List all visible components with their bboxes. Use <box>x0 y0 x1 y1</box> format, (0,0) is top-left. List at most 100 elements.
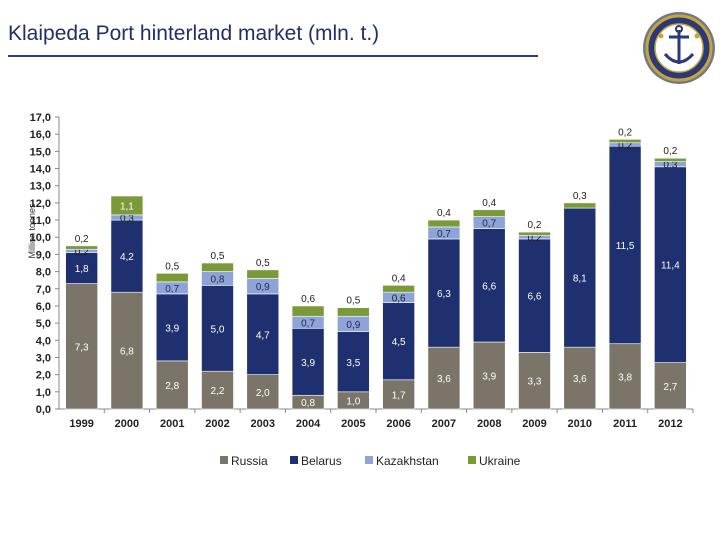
data-label-kazakhstan-2000: 0,3 <box>120 213 134 224</box>
data-label-kazakhstan-2001: 0,7 <box>165 284 179 295</box>
bar-ukraine-2005 <box>337 307 370 317</box>
data-label-kazakhstan-2004: 0,7 <box>301 318 315 329</box>
data-label-russia-2004: 0,8 <box>301 398 315 409</box>
y-tick-label: 12,0 <box>30 198 51 210</box>
data-label-ukraine-2001: 0,5 <box>165 261 179 272</box>
x-ticks: 1999 2000 2001 2002 2003 2004 2005 2006 2007 2008… <box>69 409 694 430</box>
x-tick-label: 1999 <box>69 418 93 430</box>
y-tick-label: 5,0 <box>36 318 51 330</box>
bar-russia-2011 <box>608 343 642 410</box>
y-ticks: 0,0 1,0 2,0 3,0 4,0 5,0 6,0 7,0 8,0 9,0 10,0 11,0 12… <box>30 112 59 416</box>
y-tick-label: 6,0 <box>36 301 51 313</box>
x-tick-label: 2002 <box>205 418 229 430</box>
bar-russia-2009 <box>518 352 551 410</box>
x-tick-label: 2010 <box>568 418 592 430</box>
y-tick-label: 0,0 <box>36 404 51 416</box>
bar-ukraine-2000 <box>110 195 144 216</box>
legend-label-russia: Russia <box>231 454 268 468</box>
data-label-belarus-2009: 6,6 <box>528 292 542 303</box>
y-tick-label: 13,0 <box>30 181 51 193</box>
title-underline <box>8 55 538 57</box>
data-label-kazakhstan-2005: 0,9 <box>346 320 360 331</box>
data-label-belarus-2000: 4,2 <box>120 252 134 263</box>
bar-russia-2001 <box>155 360 189 410</box>
y-tick-label: 17,0 <box>30 112 51 124</box>
bar-ukraine-2004 <box>291 305 325 317</box>
data-label-kazakhstan-2002: 0,8 <box>211 274 225 285</box>
bar-belarus-2007 <box>427 238 461 348</box>
y-tick-label: 1,0 <box>36 387 51 399</box>
bar-belarus-2011 <box>608 145 642 345</box>
y-tick-label: 3,0 <box>36 352 51 364</box>
data-label-belarus-2011: 11,5 <box>616 241 635 252</box>
legend-swatch-kazakhstan <box>365 456 373 464</box>
x-tick-label: 2003 <box>251 418 275 430</box>
x-tick-label: 2006 <box>386 418 410 430</box>
x-tick-label: 2008 <box>477 418 501 430</box>
bar-ukraine-2009 <box>518 231 551 236</box>
data-label-belarus-2007: 6,3 <box>437 289 451 300</box>
data-label-belarus-2003: 4,7 <box>256 330 270 341</box>
data-label-russia-2009: 3,3 <box>528 377 542 388</box>
data-label-kazakhstan-2009: 0,2 <box>528 233 542 244</box>
bar-belarus-2006 <box>382 302 415 381</box>
data-label-ukraine-2003: 0,5 <box>256 258 270 269</box>
legend-label-kazakhstan: Kazakhstan <box>376 454 439 468</box>
data-label-russia-2010: 3,6 <box>573 374 587 385</box>
y-tick-label: 14,0 <box>30 164 51 176</box>
data-label-kazakhstan-2008: 0,7 <box>482 219 496 230</box>
data-label-belarus-2004: 3,9 <box>301 358 315 369</box>
y-tick-label: 15,0 <box>30 146 51 158</box>
data-label-russia-2000: 6,8 <box>120 347 134 358</box>
data-label-belarus-2001: 3,9 <box>165 323 179 334</box>
bar-russia-1999 <box>65 283 98 410</box>
data-label-belarus-2008: 6,6 <box>482 281 496 292</box>
bar-belarus-2009 <box>518 238 551 353</box>
data-label-belarus-2012: 11,4 <box>661 261 680 272</box>
data-label-russia-2002: 2,2 <box>211 386 225 397</box>
data-label-ukraine-2009: 0,2 <box>528 220 542 231</box>
y-tick-label: 9,0 <box>36 249 51 261</box>
x-tick-label: 2009 <box>522 418 546 430</box>
bar-ukraine-2002 <box>201 262 234 272</box>
bar-ukraine-2011 <box>608 139 642 144</box>
data-label-ukraine-2005: 0,5 <box>346 296 360 307</box>
bar-russia-2007 <box>427 346 461 410</box>
page-title: Klaipeda Port hinterland market (mln. t.… <box>8 22 380 45</box>
bar-belarus-2010 <box>563 207 597 348</box>
bar-russia-2002 <box>201 370 234 410</box>
bar-russia-2012 <box>654 362 687 410</box>
data-label-russia-2008: 3,9 <box>482 372 496 383</box>
bar-ukraine-2007 <box>427 219 461 228</box>
data-label-ukraine-2006: 0,4 <box>392 273 406 284</box>
data-label-kazakhstan-2012: 0,3 <box>663 160 677 171</box>
data-label-russia-1999: 7,3 <box>75 342 89 353</box>
data-label-kazakhstan-2006: 0,6 <box>392 293 406 304</box>
bar-russia-2010 <box>563 346 597 410</box>
bars: 7,31,80,20,26,84,20,31,12,83,90,70,52,25… <box>65 127 687 410</box>
bar-ukraine-1999 <box>65 245 98 250</box>
legend-swatch-russia <box>220 456 228 464</box>
data-label-belarus-2010: 8,1 <box>573 274 587 285</box>
x-tick-label: 2012 <box>658 418 682 430</box>
data-label-russia-2001: 2,8 <box>165 381 179 392</box>
bar-ukraine-2010 <box>563 202 597 209</box>
x-tick-label: 2000 <box>115 418 139 430</box>
bar-belarus-2002 <box>201 285 234 372</box>
bar-belarus-2000 <box>110 219 144 293</box>
anchor-logo-icon <box>643 12 715 84</box>
bar-russia-2006 <box>382 379 415 410</box>
data-label-ukraine-2012: 0,2 <box>663 146 677 157</box>
data-label-kazakhstan-2003: 0,9 <box>256 282 270 293</box>
data-label-russia-2003: 2,0 <box>256 388 270 399</box>
data-label-kazakhstan-2011: 0,2 <box>618 140 632 151</box>
bar-ukraine-2001 <box>155 273 189 283</box>
data-label-ukraine-2010: 0,3 <box>573 191 587 202</box>
bar-ukraine-2012 <box>654 157 687 162</box>
data-label-belarus-1999: 1,8 <box>75 264 89 275</box>
bar-belarus-2012 <box>654 166 687 363</box>
data-label-russia-2007: 3,6 <box>437 374 451 385</box>
y-tick-label: 8,0 <box>36 267 51 279</box>
data-label-kazakhstan-1999: 0,2 <box>75 247 89 258</box>
data-label-russia-2012: 2,7 <box>663 382 677 393</box>
